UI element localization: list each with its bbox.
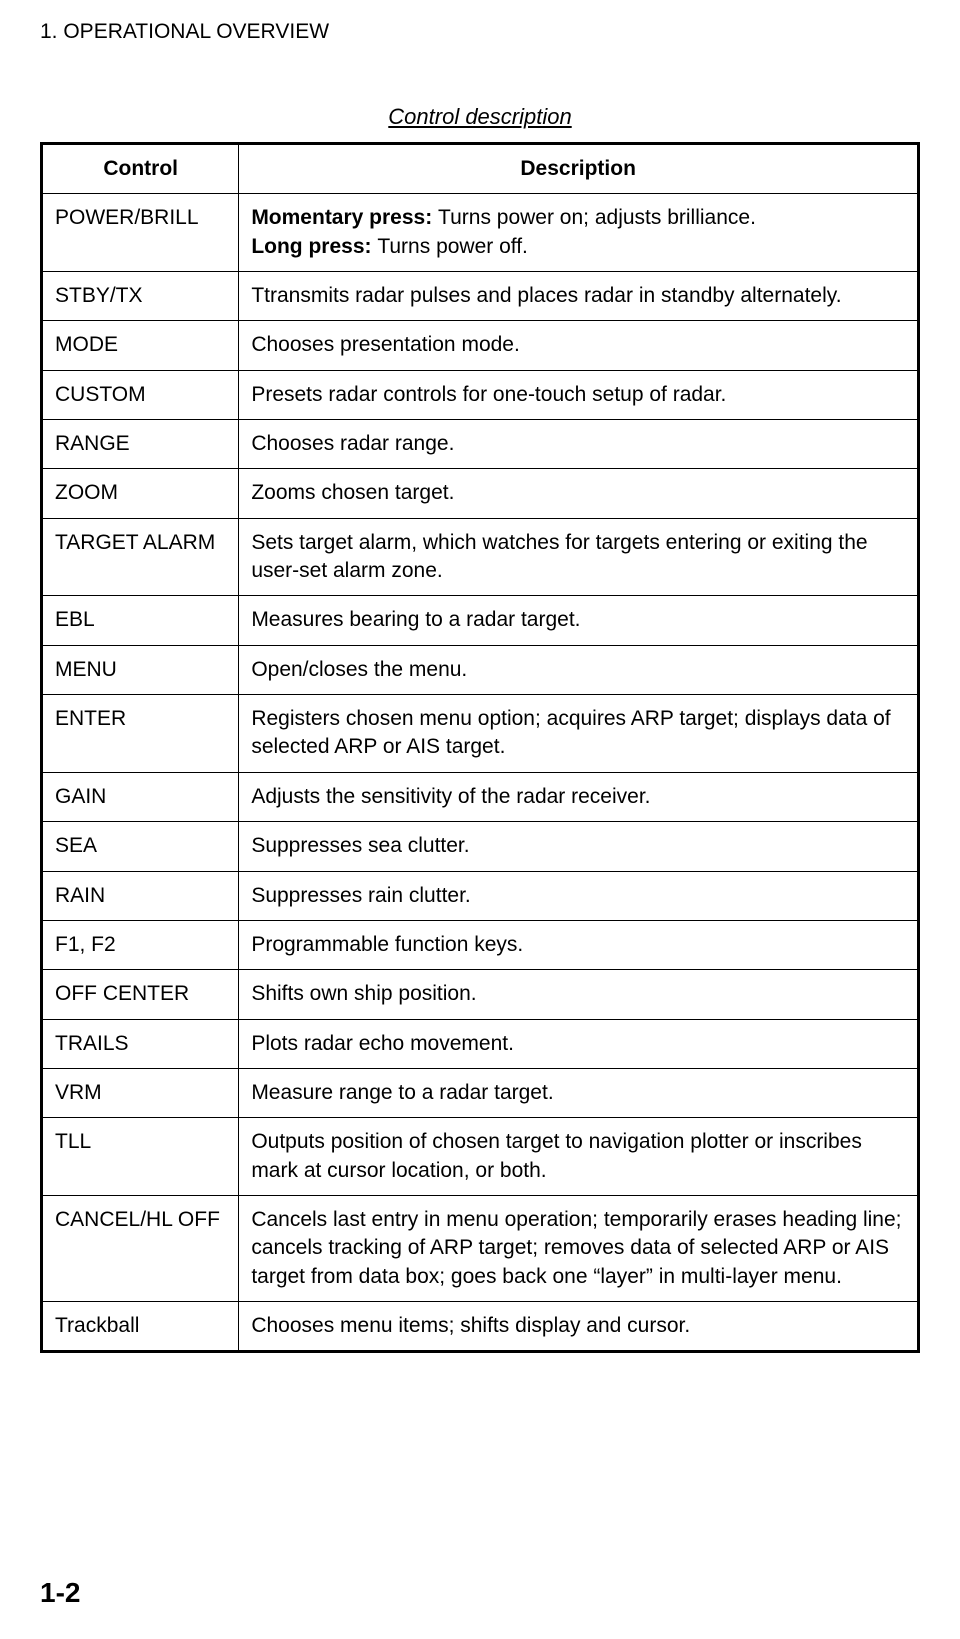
table-row: GAINAdjusts the sensitivity of the radar… (42, 772, 919, 821)
control-cell: ENTER (42, 695, 239, 773)
control-cell: Trackball (42, 1301, 239, 1351)
table-row: MENUOpen/closes the menu. (42, 645, 919, 694)
table-row: TARGET ALARMSets target alarm, which wat… (42, 518, 919, 596)
table-row: CUSTOMPresets radar controls for one-tou… (42, 370, 919, 419)
table-row: TrackballChooses menu items; shifts disp… (42, 1301, 919, 1351)
control-cell: VRM (42, 1068, 239, 1117)
page-number: 1-2 (40, 1577, 80, 1609)
col-header-control: Control (42, 144, 239, 194)
control-cell: MODE (42, 321, 239, 370)
control-description-table: Control Description POWER/BRILLMomentary… (40, 142, 920, 1353)
description-cell: Adjusts the sensitivity of the radar rec… (239, 772, 919, 821)
table-title: Control description (40, 104, 920, 130)
table-row: F1, F2Programmable function keys. (42, 920, 919, 969)
description-cell: Momentary press: Turns power on; adjusts… (239, 194, 919, 272)
description-cell: Programmable function keys. (239, 920, 919, 969)
table-row: STBY/TXTtransmits radar pulses and place… (42, 272, 919, 321)
control-cell: MENU (42, 645, 239, 694)
table-row: TRAILSPlots radar echo movement. (42, 1019, 919, 1068)
description-text: Turns power on; adjusts brilliance. (438, 206, 756, 229)
description-cell: Suppresses rain clutter. (239, 871, 919, 920)
control-cell: RANGE (42, 420, 239, 469)
description-cell: Ttransmits radar pulses and places radar… (239, 272, 919, 321)
control-cell: CANCEL/HL OFF (42, 1195, 239, 1301)
table-row: SEASuppresses sea clutter. (42, 822, 919, 871)
control-cell: STBY/TX (42, 272, 239, 321)
description-cell: Measures bearing to a radar target. (239, 596, 919, 645)
table-row: RANGEChooses radar range. (42, 420, 919, 469)
description-cell: Open/closes the menu. (239, 645, 919, 694)
description-cell: Registers chosen menu option; acquires A… (239, 695, 919, 773)
table-row: EBLMeasures bearing to a radar target. (42, 596, 919, 645)
table-row: MODEChooses presentation mode. (42, 321, 919, 370)
col-header-description: Description (239, 144, 919, 194)
table-row: CANCEL/HL OFFCancels last entry in menu … (42, 1195, 919, 1301)
table-row: ZOOMZooms chosen target. (42, 469, 919, 518)
control-cell: ZOOM (42, 469, 239, 518)
table-row: TLLOutputs position of chosen target to … (42, 1118, 919, 1196)
description-cell: Plots radar echo movement. (239, 1019, 919, 1068)
table-row: RAINSuppresses rain clutter. (42, 871, 919, 920)
control-cell: TARGET ALARM (42, 518, 239, 596)
control-cell: EBL (42, 596, 239, 645)
control-cell: GAIN (42, 772, 239, 821)
control-cell: OFF CENTER (42, 970, 239, 1019)
table-header-row: Control Description (42, 144, 919, 194)
table-row: OFF CENTERShifts own ship position. (42, 970, 919, 1019)
description-cell: Measure range to a radar target. (239, 1068, 919, 1117)
description-cell: Chooses menu items; shifts display and c… (239, 1301, 919, 1351)
description-bold-label: Momentary press: (251, 206, 438, 229)
section-header: 1. OPERATIONAL OVERVIEW (40, 20, 920, 44)
description-cell: Chooses presentation mode. (239, 321, 919, 370)
description-cell: Suppresses sea clutter. (239, 822, 919, 871)
table-row: POWER/BRILLMomentary press: Turns power … (42, 194, 919, 272)
description-cell: Cancels last entry in menu operation; te… (239, 1195, 919, 1301)
table-row: ENTERRegisters chosen menu option; acqui… (42, 695, 919, 773)
description-cell: Presets radar controls for one-touch set… (239, 370, 919, 419)
control-cell: POWER/BRILL (42, 194, 239, 272)
table-row: VRMMeasure range to a radar target. (42, 1068, 919, 1117)
description-cell: Outputs position of chosen target to nav… (239, 1118, 919, 1196)
description-bold-label: Long press: (251, 235, 377, 258)
control-cell: TRAILS (42, 1019, 239, 1068)
description-text: Turns power off. (377, 235, 528, 258)
description-cell: Sets target alarm, which watches for tar… (239, 518, 919, 596)
description-cell: Zooms chosen target. (239, 469, 919, 518)
control-cell: CUSTOM (42, 370, 239, 419)
control-cell: SEA (42, 822, 239, 871)
description-cell: Shifts own ship position. (239, 970, 919, 1019)
control-cell: RAIN (42, 871, 239, 920)
control-cell: F1, F2 (42, 920, 239, 969)
control-cell: TLL (42, 1118, 239, 1196)
description-cell: Chooses radar range. (239, 420, 919, 469)
